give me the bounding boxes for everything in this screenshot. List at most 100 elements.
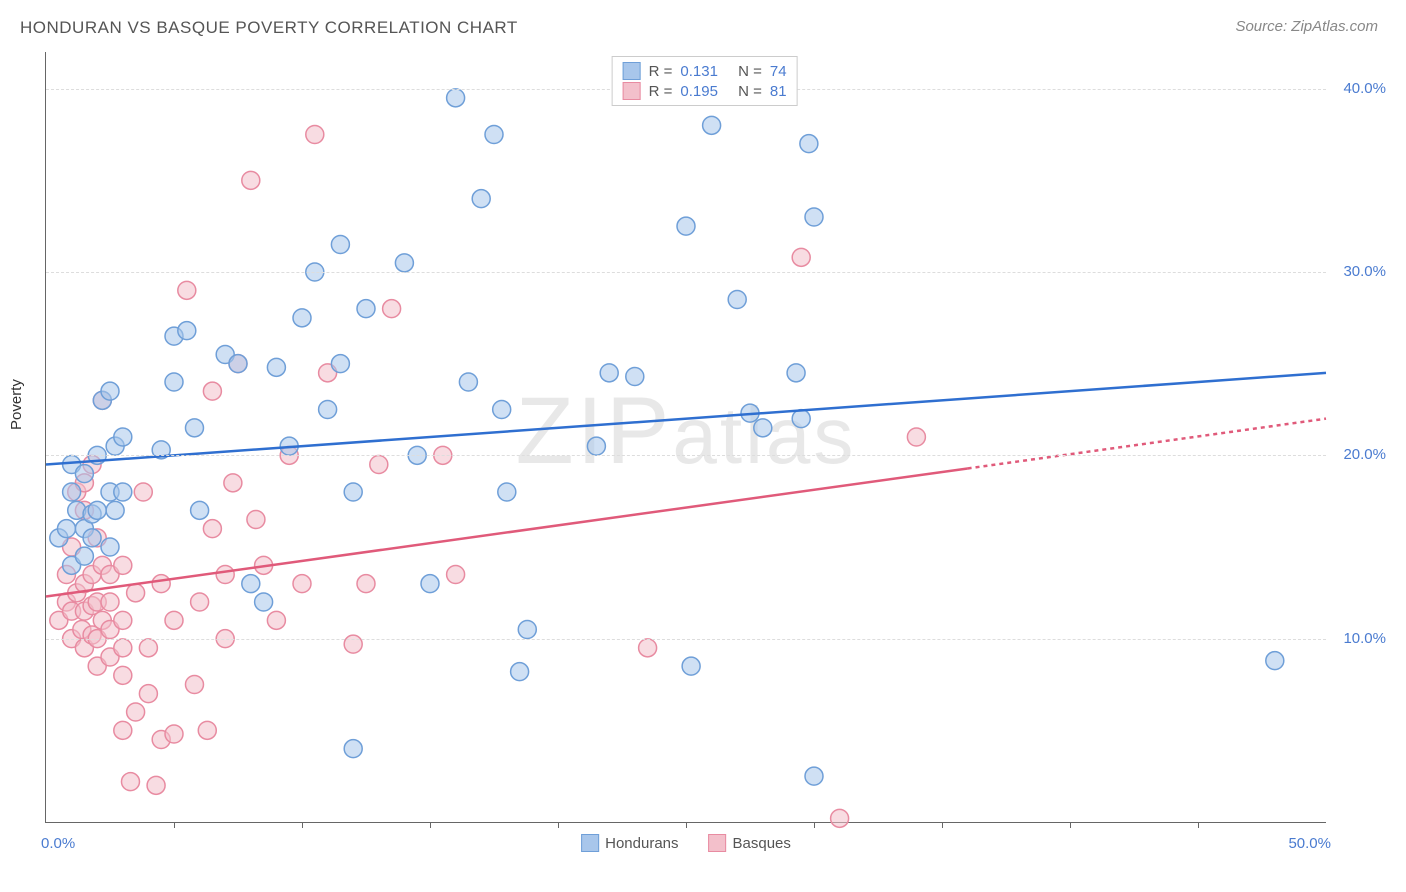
data-point [139, 639, 157, 657]
data-point [165, 611, 183, 629]
data-point [247, 511, 265, 529]
data-point [191, 593, 209, 611]
data-point [114, 721, 132, 739]
source-label: Source: ZipAtlas.com [1235, 18, 1378, 35]
data-point [203, 520, 221, 538]
data-point [242, 171, 260, 189]
data-point [805, 208, 823, 226]
data-point [293, 309, 311, 327]
data-point [114, 428, 132, 446]
y-tick-label: 10.0% [1331, 630, 1386, 647]
data-point [242, 575, 260, 593]
data-point [792, 410, 810, 428]
data-point [728, 291, 746, 309]
legend-item-hondurans: Hondurans [581, 834, 678, 852]
chart-plot-area: ZIPatlas 10.0%20.0%30.0%40.0% 0.0% 50.0%… [45, 52, 1326, 823]
data-point [626, 368, 644, 386]
stats-swatch-basques [623, 82, 641, 100]
stats-row-basques: R = 0.195 N = 81 [623, 81, 787, 101]
x-tick [1070, 822, 1071, 828]
x-tick [174, 822, 175, 828]
stats-box: R = 0.131 N = 74 R = 0.195 N = 81 [612, 56, 798, 106]
data-point [114, 611, 132, 629]
x-tick-label-max: 50.0% [1288, 835, 1331, 852]
data-point [114, 483, 132, 501]
data-point [344, 740, 362, 758]
data-point [792, 248, 810, 266]
data-point [639, 639, 657, 657]
data-point [267, 358, 285, 376]
legend-label-basques: Basques [733, 835, 791, 852]
y-tick-label: 30.0% [1331, 263, 1386, 280]
legend-swatch-basques [709, 834, 727, 852]
data-point [255, 593, 273, 611]
gridline [46, 455, 1326, 456]
data-point [106, 501, 124, 519]
data-point [134, 483, 152, 501]
data-point [152, 575, 170, 593]
data-point [114, 666, 132, 684]
data-point [498, 483, 516, 501]
x-tick [686, 822, 687, 828]
stats-r-value-hondurans: 0.131 [680, 63, 718, 80]
x-tick [302, 822, 303, 828]
data-point [216, 566, 234, 584]
data-point [331, 355, 349, 373]
data-point [185, 676, 203, 694]
data-point [88, 501, 106, 519]
data-point [395, 254, 413, 272]
stats-r-value-basques: 0.195 [680, 83, 718, 100]
x-tick-label-min: 0.0% [41, 835, 75, 852]
data-point [185, 419, 203, 437]
data-point [267, 611, 285, 629]
data-point [114, 639, 132, 657]
data-point [63, 483, 81, 501]
x-tick [558, 822, 559, 828]
data-point [319, 401, 337, 419]
data-point [147, 776, 165, 794]
data-point [600, 364, 618, 382]
data-point [139, 685, 157, 703]
data-point [83, 529, 101, 547]
gridline [46, 639, 1326, 640]
stats-n-value-basques: 81 [770, 83, 787, 100]
data-point [165, 373, 183, 391]
data-point [703, 116, 721, 134]
legend-bottom: Hondurans Basques [581, 834, 791, 852]
data-point [101, 382, 119, 400]
data-point [370, 456, 388, 474]
data-point [357, 575, 375, 593]
data-point [165, 725, 183, 743]
data-point [293, 575, 311, 593]
data-point [383, 300, 401, 318]
y-tick-label: 20.0% [1331, 446, 1386, 463]
data-point [493, 401, 511, 419]
data-point [800, 135, 818, 153]
y-tick-label: 40.0% [1331, 80, 1386, 97]
data-point [907, 428, 925, 446]
data-point [682, 657, 700, 675]
data-point [331, 236, 349, 254]
data-point [459, 373, 477, 391]
stats-swatch-hondurans [623, 62, 641, 80]
data-point [75, 547, 93, 565]
gridline [46, 272, 1326, 273]
data-point [485, 126, 503, 144]
data-point [357, 300, 375, 318]
data-point [831, 809, 849, 827]
y-axis-label: Poverty [8, 379, 25, 430]
data-point [229, 355, 247, 373]
data-point [121, 773, 139, 791]
data-point [754, 419, 772, 437]
data-point [224, 474, 242, 492]
trend-line [46, 373, 1326, 465]
data-point [57, 520, 75, 538]
stats-r-label: R = [649, 63, 673, 80]
data-point [306, 126, 324, 144]
data-point [127, 703, 145, 721]
data-point [587, 437, 605, 455]
x-tick [814, 822, 815, 828]
data-point [203, 382, 221, 400]
data-point [472, 190, 490, 208]
data-point [677, 217, 695, 235]
